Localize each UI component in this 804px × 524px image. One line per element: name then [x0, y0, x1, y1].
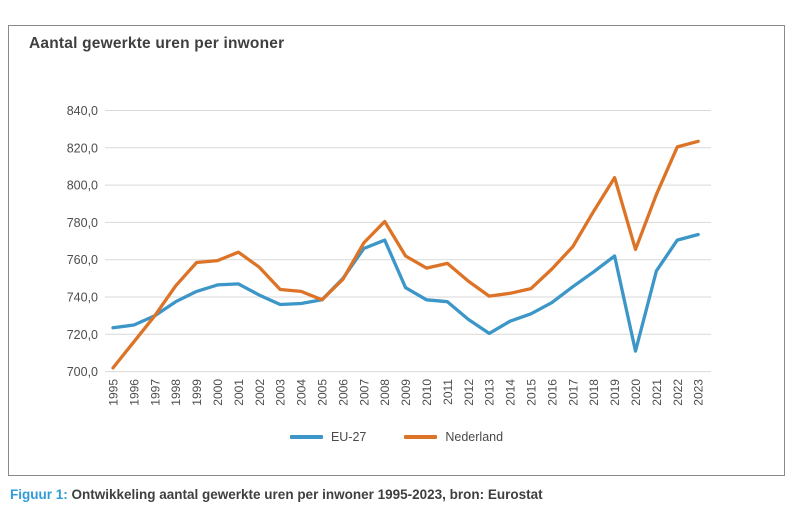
y-tick-label: 800,0	[67, 179, 98, 193]
figure-caption-text: Ontwikkeling aantal gewerkte uren per in…	[67, 487, 543, 502]
x-tick-label: 2020	[629, 379, 643, 406]
x-tick-label: 2019	[608, 379, 622, 406]
x-tick-label: 1996	[127, 379, 141, 406]
x-tick-label: 2004	[295, 379, 309, 406]
legend-label-eu27: EU-27	[330, 430, 367, 444]
x-tick-label: 1995	[107, 379, 121, 406]
eu27-line-swatch	[289, 435, 323, 439]
x-tick-label: 2002	[253, 379, 267, 406]
x-tick-label: 2005	[316, 379, 330, 406]
x-tick-label: 2009	[399, 379, 413, 406]
x-tick-label: 2013	[483, 379, 497, 406]
legend-item-eu27: EU-27	[289, 430, 367, 444]
x-tick-label: 2006	[336, 379, 350, 406]
x-tick-label: 2007	[357, 379, 371, 406]
chart-panel: Aantal gewerkte uren per inwoner 840,0 82…	[8, 25, 785, 476]
x-tick-label: 2014	[504, 379, 518, 406]
chart-legend: EU-27 Nederland	[9, 430, 784, 444]
x-tick-label: 2001	[232, 379, 246, 406]
figure-caption: Figuur 1: Ontwikkeling aantal gewerkte u…	[10, 487, 543, 502]
y-tick-label: 760,0	[67, 253, 98, 267]
y-tick-label: 720,0	[67, 328, 98, 342]
line-chart: 840,0 820,0 800,0 780,0 760,0 740,0 720,0 700,0…	[67, 104, 711, 406]
y-tick-label: 820,0	[67, 141, 98, 155]
x-tick-label: 2021	[650, 379, 664, 406]
y-tick-label: 700,0	[67, 365, 98, 379]
x-tick-label: 2023	[692, 379, 706, 406]
x-tick-label: 2011	[441, 379, 455, 405]
x-tick-label: 2003	[274, 379, 288, 406]
legend-item-nederland: Nederland	[404, 430, 503, 444]
y-tick-label: 840,0	[67, 104, 98, 118]
x-tick-label: 2015	[525, 379, 539, 406]
nederland-line	[111, 139, 700, 370]
x-tick-label: 2012	[462, 379, 476, 406]
x-tick-label: 2000	[211, 379, 225, 406]
x-tick-label: 1999	[190, 379, 204, 406]
figure-caption-label: Figuur 1:	[10, 487, 68, 502]
eu27-line	[111, 232, 700, 353]
nederland-line-swatch	[404, 435, 438, 439]
x-tick-label: 2016	[545, 379, 559, 406]
y-tick-label: 740,0	[67, 291, 98, 305]
x-tick-label: 2017	[566, 379, 580, 406]
x-tick-label: 1997	[148, 379, 162, 406]
x-tick-label: 2010	[420, 379, 434, 406]
x-tick-label: 1998	[169, 379, 183, 406]
x-tick-label: 2022	[671, 379, 685, 406]
legend-label-nederland: Nederland	[445, 430, 504, 444]
y-tick-label: 780,0	[67, 216, 98, 230]
x-tick-label: 2008	[378, 379, 392, 406]
chart-title: Aantal gewerkte uren per inwoner	[29, 35, 285, 52]
x-tick-label: 2018	[587, 379, 601, 406]
